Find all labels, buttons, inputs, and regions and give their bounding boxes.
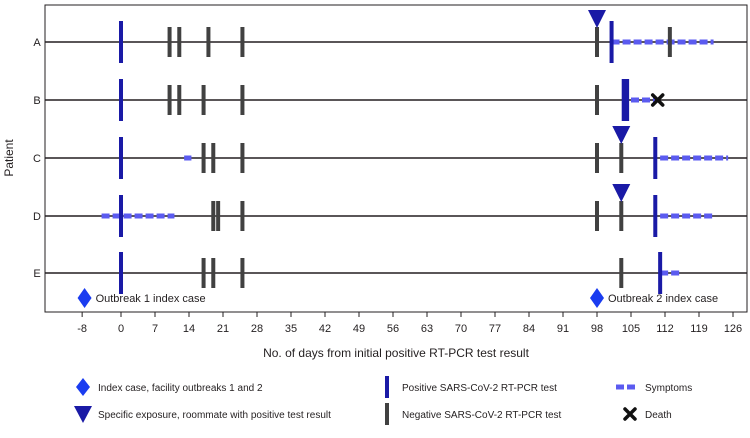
x-tick-label: 98 <box>591 323 603 335</box>
negative-test-mark <box>619 143 624 173</box>
x-axis-label: No. of days from initial positive RT-PCR… <box>263 346 530 360</box>
negative-test-mark <box>595 85 599 115</box>
exposure-marker <box>588 10 606 28</box>
x-tick-label: 84 <box>523 323 535 335</box>
x-tick-label: 105 <box>622 323 640 335</box>
legend-label: Negative SARS-CoV-2 RT-PCR test <box>402 410 562 421</box>
x-tick-label: -8 <box>77 323 87 335</box>
negative-test-mark <box>667 27 672 57</box>
exposure-marker <box>612 184 631 202</box>
legend-item-negative: Negative SARS-CoV-2 RT-PCR test <box>385 403 562 425</box>
x-tick-label: 28 <box>251 323 263 335</box>
death-marker <box>650 93 665 107</box>
patient-row-d: D <box>33 184 747 237</box>
negative-test-mark <box>206 27 211 57</box>
positive-test-mark <box>119 21 123 63</box>
legend-label: Specific exposure, roommate with positiv… <box>98 410 331 421</box>
index-case-marker <box>590 288 604 308</box>
patient-label: A <box>33 37 41 49</box>
x-tick-label: 119 <box>690 323 708 335</box>
negative-test-mark <box>240 143 245 173</box>
x-tick-label: 112 <box>656 323 674 335</box>
index-case-marker <box>77 288 92 308</box>
negative-test-mark <box>167 85 172 115</box>
patient-row-b: B <box>33 79 747 121</box>
x-tick-label: 70 <box>455 323 467 335</box>
legend-item-index: Index case, facility outbreaks 1 and 2 <box>76 378 263 396</box>
patient-label: D <box>33 211 41 223</box>
negative-test-mark <box>595 27 599 57</box>
x-tick-label: 56 <box>387 323 399 335</box>
x-tick-label: 14 <box>183 323 195 335</box>
patient-row-a: A <box>33 10 747 63</box>
legend-label: Positive SARS-CoV-2 RT-PCR test <box>402 383 557 394</box>
patient-row-e: E <box>33 252 747 294</box>
legend-death-icon <box>623 407 637 421</box>
positive-test-mark <box>609 21 614 63</box>
positive-test-mark <box>653 137 658 179</box>
patient-label: C <box>33 153 41 165</box>
legend-item-exposure: Specific exposure, roommate with positiv… <box>74 406 331 423</box>
legend-label: Symptoms <box>645 383 692 394</box>
x-tick-label: 0 <box>118 323 124 335</box>
patient-rows: A B C D E <box>33 10 747 294</box>
positive-test-mark <box>658 252 663 294</box>
positive-test-mark <box>621 79 626 121</box>
legend-exposure-icon <box>74 406 92 423</box>
x-tick-label: 7 <box>152 323 158 335</box>
legend-item-death: Death <box>623 407 672 421</box>
legend-item-positive: Positive SARS-CoV-2 RT-PCR test <box>385 376 557 398</box>
negative-test-mark <box>177 85 182 115</box>
legend-index-icon <box>76 378 90 396</box>
x-axis: -8 0 7 14 21 28 35 42 49 56 63 70 77 84 91 98 105 112 119 1… <box>77 312 742 335</box>
positive-test-mark <box>119 137 123 179</box>
negative-test-mark <box>619 201 624 231</box>
legend-positive-icon <box>385 376 389 398</box>
x-tick-label: 42 <box>319 323 331 335</box>
x-tick-label: 35 <box>285 323 297 335</box>
y-axis-label: Patient <box>2 139 16 177</box>
negative-test-mark <box>595 201 599 231</box>
negative-test-mark <box>240 27 245 57</box>
positive-test-mark <box>653 195 658 237</box>
positive-test-mark <box>625 79 630 121</box>
negative-test-mark <box>201 258 206 288</box>
negative-test-mark <box>211 258 216 288</box>
negative-test-mark <box>211 143 216 173</box>
index-case-label: Outbreak 1 index case <box>96 293 206 305</box>
negative-test-mark <box>240 201 245 231</box>
negative-test-mark <box>211 201 216 231</box>
patient-label: B <box>33 95 40 107</box>
positive-test-mark <box>119 195 123 237</box>
positive-test-mark <box>119 252 123 294</box>
negative-test-mark <box>177 27 182 57</box>
x-tick-label: 21 <box>217 323 229 335</box>
index-case-annotations: Outbreak 1 index case Outbreak 2 index ca… <box>77 288 718 308</box>
exposure-marker <box>612 126 631 144</box>
patient-row-c: C <box>33 126 747 179</box>
legend-negative-icon <box>385 403 389 425</box>
negative-test-mark <box>167 27 172 57</box>
x-tick-label: 91 <box>557 323 569 335</box>
index-case-label: Outbreak 2 index case <box>608 293 718 305</box>
negative-test-mark <box>201 85 206 115</box>
positive-test-mark <box>119 79 123 121</box>
negative-test-mark <box>240 258 245 288</box>
legend: Index case, facility outbreaks 1 and 2 Sp… <box>74 376 692 425</box>
x-tick-label: 63 <box>421 323 433 335</box>
legend-item-symptoms: Symptoms <box>616 383 692 394</box>
negative-test-mark <box>595 143 599 173</box>
legend-label: Index case, facility outbreaks 1 and 2 <box>98 383 263 394</box>
x-tick-label: 77 <box>489 323 501 335</box>
negative-test-mark <box>201 143 206 173</box>
negative-test-mark <box>240 85 245 115</box>
negative-test-mark <box>619 258 624 288</box>
x-tick-label: 126 <box>724 323 742 335</box>
negative-test-mark <box>216 201 221 231</box>
x-tick-label: 49 <box>353 323 365 335</box>
legend-label: Death <box>645 410 672 421</box>
patient-label: E <box>33 268 40 280</box>
